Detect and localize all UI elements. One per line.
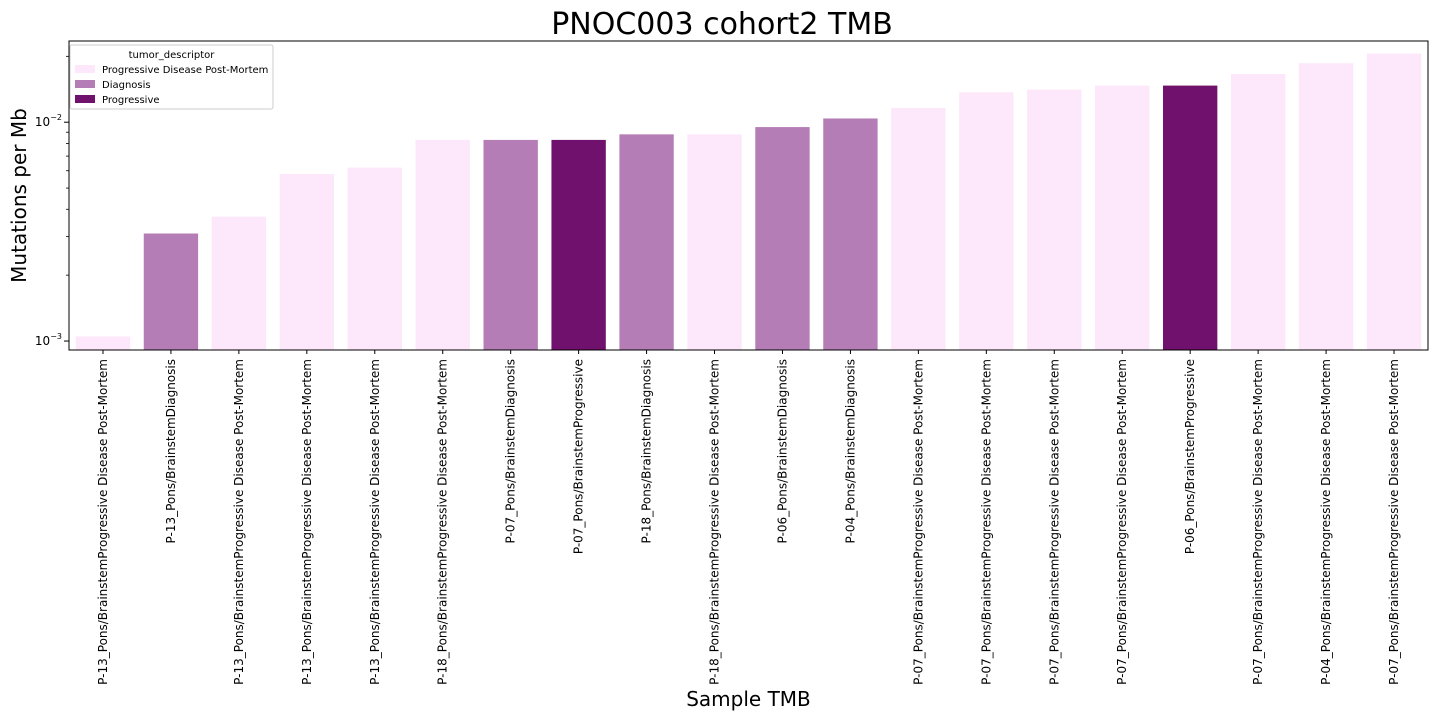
x-tick-label: P-07_Pons/BrainstemProgressive [572,359,586,554]
bar-1 [75,336,131,350]
x-tick-label: P-07_Pons/BrainstemProgressive Disease P… [911,359,925,685]
bar-9 [619,134,674,350]
bar-17 [1162,85,1218,350]
x-tick-label: P-04_Pons/BrainstemDiagnosis [843,359,857,543]
legend-title: tumor_descriptor [129,50,216,61]
legend-swatch [75,65,95,73]
x-tick-label: P-18_Pons/BrainstemProgressive Disease P… [708,359,722,685]
legend: tumor_descriptor Progressive Disease Post… [69,44,274,110]
y-axis: 10−3 10−2 [35,55,69,348]
bar-6 [415,139,470,350]
x-tick-label: P-07_Pons/BrainstemProgressive Disease P… [979,359,993,685]
bar-19 [1298,63,1354,350]
bar-3 [211,216,267,350]
bar-10 [687,134,742,350]
bar-13 [891,108,946,350]
y-axis-label: Mutations per Mb [7,108,31,283]
bar-15 [1027,89,1082,351]
plot-frame [68,40,1429,351]
x-tick-label: P-06_Pons/BrainstemProgressive [1183,359,1197,554]
bar-2 [143,233,199,350]
x-tick-label: P-13_Pons/BrainstemProgressive Disease P… [300,359,314,685]
bar-18 [1230,74,1286,350]
bar-11 [755,127,810,350]
bar-12 [823,118,878,350]
x-tick-label: P-07_Pons/BrainstemDiagnosis [504,359,518,543]
legend-entry-label: Progressive Disease Post-Mortem [102,65,268,76]
x-tick-label: P-13_Pons/BrainstemProgressive Disease P… [368,359,382,685]
x-axis-label: Sample TMB [686,687,811,711]
chart-title: PNOC003 cohort2 TMB [551,7,893,42]
legend-frame [69,44,274,110]
bar-14 [959,92,1014,350]
bar-5 [347,167,402,350]
bar-16 [1095,85,1150,350]
x-tick-label: P-06_Pons/BrainstemDiagnosis [776,359,790,543]
y-tick-label: 10−2 [35,113,62,129]
legend-entry-label: Diagnosis [102,80,151,91]
x-tick-label: P-07_Pons/BrainstemProgressive Disease P… [1047,359,1061,685]
legend-swatch [75,80,95,88]
x-axis: P-13_Pons/BrainstemProgressive Disease P… [96,350,1401,685]
legend-swatch [75,95,95,103]
x-tick-label: P-18_Pons/BrainstemProgressive Disease P… [436,359,450,685]
bar-20 [1366,53,1422,351]
x-tick-label: P-07_Pons/BrainstemProgressive Disease P… [1387,359,1401,685]
bars-layer [75,53,1422,351]
x-tick-label: P-13_Pons/BrainstemDiagnosis [164,359,178,543]
x-tick-label: P-18_Pons/BrainstemDiagnosis [640,359,654,543]
x-tick-label: P-07_Pons/BrainstemProgressive Disease P… [1115,359,1129,685]
x-tick-label: P-13_Pons/BrainstemProgressive Disease P… [232,359,246,685]
bar-8 [551,139,606,350]
legend-entry-label: Progressive [102,95,160,106]
x-tick-label: P-13_Pons/BrainstemProgressive Disease P… [96,359,110,685]
x-tick-label: P-04_Pons/BrainstemProgressive Disease P… [1319,359,1333,685]
bar-7 [483,139,538,350]
x-tick-label: P-07_Pons/BrainstemProgressive Disease P… [1251,359,1265,685]
bar-4 [279,173,335,350]
y-tick-label: 10−3 [35,332,62,348]
